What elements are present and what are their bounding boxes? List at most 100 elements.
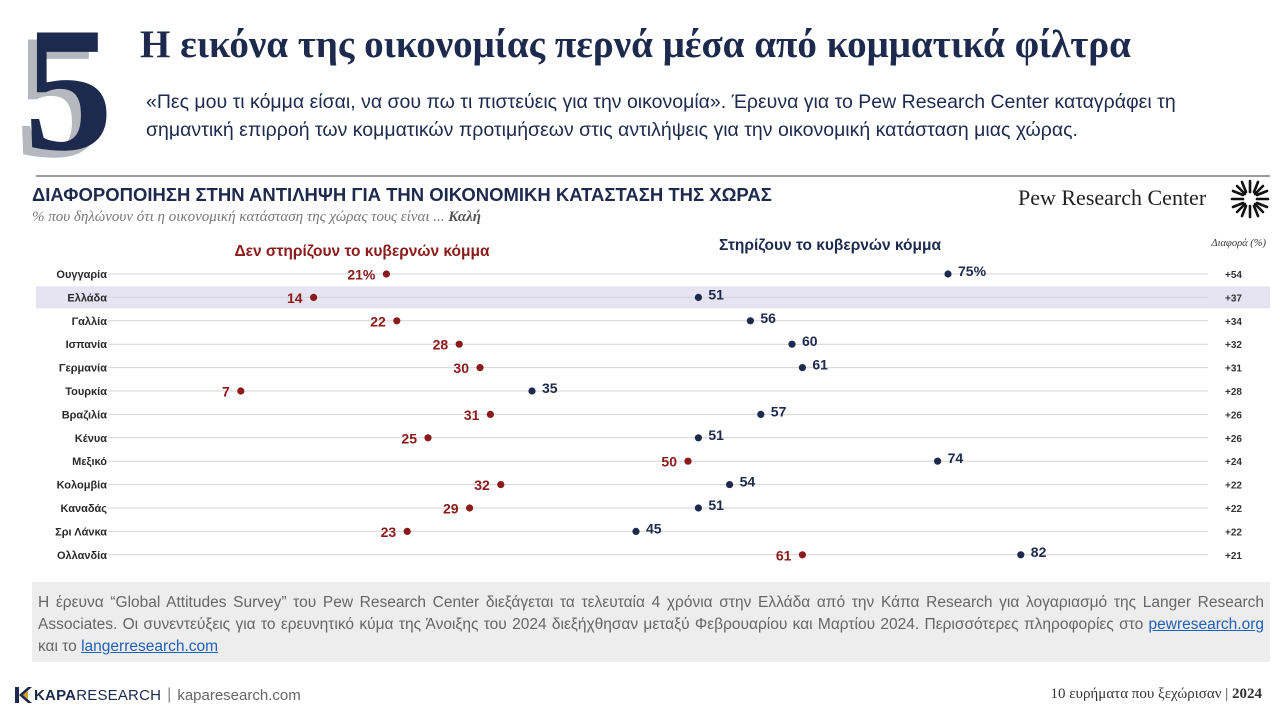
value-label-not-support: 30 bbox=[453, 360, 469, 376]
dot-not-support bbox=[455, 340, 463, 348]
chart-title: ΔΙΑΦΟΡΟΠΟΙΗΣΗ ΣΤΗΝ ΑΝΤΙΛΗΨΗ ΓΙΑ ΤΗΝ ΟΙΚΟ… bbox=[32, 184, 772, 205]
value-label-not-support: 21% bbox=[347, 267, 376, 283]
dot-support bbox=[934, 457, 942, 465]
footer-year: 2024 bbox=[1232, 686, 1262, 702]
category-label: Σρι Λάνκα bbox=[55, 526, 107, 538]
legend-not-support: Δεν στηρίζουν το κυβερνών κόμμα bbox=[234, 243, 490, 260]
footnote-text: Η έρευνα “Global Attitudes Survey” του P… bbox=[38, 594, 1264, 633]
dot-not-support bbox=[382, 270, 390, 278]
value-label-not-support: 28 bbox=[433, 337, 449, 353]
difference-label: +34 bbox=[1225, 317, 1242, 328]
difference-label: +26 bbox=[1225, 410, 1242, 421]
dot-not-support bbox=[476, 364, 484, 372]
difference-label: +24 bbox=[1225, 457, 1242, 468]
chart-subtitle-prefix: % που δηλώνουν ότι η οικονομική κατάστασ… bbox=[32, 209, 445, 225]
dot-not-support bbox=[393, 317, 401, 325]
diff-column-header: Διαφορά (%) bbox=[1210, 238, 1266, 249]
dot-not-support bbox=[237, 387, 245, 395]
difference-label: +22 bbox=[1225, 481, 1242, 492]
value-label-support: 82 bbox=[1031, 544, 1047, 560]
kapa-url[interactable]: kaparesearch.com bbox=[177, 686, 301, 704]
footnote-connector: και το bbox=[38, 638, 77, 655]
dot-not-support bbox=[403, 527, 411, 535]
value-label-support: 51 bbox=[708, 286, 724, 302]
dot-support bbox=[944, 270, 952, 278]
category-label: Μεξικό bbox=[72, 456, 107, 468]
dot-support bbox=[726, 481, 734, 489]
difference-label: +37 bbox=[1225, 293, 1242, 304]
dot-support bbox=[798, 364, 807, 372]
value-label-support: 56 bbox=[760, 310, 776, 326]
page-title: Η εικόνα της οικονομίας περνά μέσα από κ… bbox=[140, 23, 1131, 66]
kapa-logo: KAPARESEARCH | kaparesearch.com bbox=[14, 684, 301, 706]
value-label-support: 61 bbox=[812, 357, 828, 373]
dot-support bbox=[528, 387, 536, 395]
kapa-brand-rest: RESEARCH bbox=[76, 686, 162, 704]
category-label: Ελλάδα bbox=[67, 292, 107, 304]
kapa-brand-bold: KAPA bbox=[34, 686, 77, 704]
value-label-not-support: 25 bbox=[401, 430, 417, 446]
category-label: Τουρκία bbox=[65, 386, 107, 398]
category-label: Ισπανία bbox=[66, 339, 108, 351]
category-label: Βραζιλία bbox=[62, 409, 108, 421]
dot-plot-chart: Δεν στηρίζουν το κυβερνών κόμμα Στηρίζουν… bbox=[36, 237, 1270, 563]
value-label-not-support: 14 bbox=[287, 290, 303, 306]
dot-not-support bbox=[684, 457, 692, 465]
divider bbox=[36, 175, 1270, 177]
legend-support: Στηρίζουν το κυβερνών κόμμα bbox=[719, 237, 942, 254]
dot-support bbox=[1017, 551, 1025, 559]
footnote: Η έρευνα “Global Attitudes Survey” του P… bbox=[32, 582, 1270, 662]
category-label: Γερμανία bbox=[59, 363, 107, 375]
difference-label: +31 bbox=[1225, 364, 1242, 375]
category-label: Ολλανδία bbox=[57, 550, 107, 562]
dot-support bbox=[694, 293, 703, 301]
dot-not-support bbox=[497, 481, 505, 489]
value-label-support: 75% bbox=[958, 263, 987, 279]
dot-not-support bbox=[466, 504, 474, 512]
category-label: Ουγγαρία bbox=[56, 269, 107, 281]
value-label-not-support: 32 bbox=[474, 477, 490, 493]
chart-subtitle-emphasis: Καλή bbox=[448, 209, 482, 225]
pew-logo-text: Pew Research Center bbox=[1018, 185, 1207, 210]
footer-series-text: 10 ευρήματα που ξεχώρισαν | bbox=[1050, 686, 1229, 702]
difference-label: +54 bbox=[1225, 270, 1242, 281]
value-label-not-support: 29 bbox=[443, 501, 459, 517]
value-label-not-support: 22 bbox=[370, 313, 386, 329]
dot-support bbox=[694, 434, 703, 442]
value-label-not-support: 7 bbox=[222, 384, 230, 400]
kapa-brand: KAPARESEARCH bbox=[34, 687, 161, 704]
value-label-support: 54 bbox=[740, 474, 756, 490]
category-label: Γαλλία bbox=[72, 316, 108, 328]
dot-not-support bbox=[798, 551, 807, 559]
value-label-not-support: 50 bbox=[661, 454, 677, 470]
chart-subtitle: % που δηλώνουν ότι η οικονομική κατάστασ… bbox=[32, 209, 481, 226]
footer-separator: | bbox=[167, 686, 172, 703]
dot-not-support bbox=[486, 410, 494, 418]
value-label-support: 74 bbox=[948, 450, 964, 466]
dot-support bbox=[694, 504, 703, 512]
value-label-not-support: 31 bbox=[464, 407, 480, 423]
difference-label: +28 bbox=[1225, 387, 1242, 398]
value-label-support: 51 bbox=[708, 427, 724, 443]
difference-label: +22 bbox=[1225, 527, 1242, 538]
value-label-support: 35 bbox=[542, 380, 558, 396]
difference-label: +22 bbox=[1225, 504, 1242, 515]
section-number: 5 bbox=[24, 0, 113, 188]
value-label-not-support: 23 bbox=[381, 524, 397, 540]
category-label: Κένυα bbox=[75, 433, 107, 445]
pewresearch-link[interactable]: pewresearch.org bbox=[1148, 616, 1264, 633]
difference-label: +32 bbox=[1225, 340, 1242, 351]
difference-label: +26 bbox=[1225, 434, 1242, 445]
value-label-support: 51 bbox=[708, 497, 724, 513]
dot-support bbox=[632, 527, 640, 535]
value-label-support: 45 bbox=[646, 520, 662, 536]
dot-support bbox=[788, 340, 796, 348]
dot-not-support bbox=[424, 434, 432, 442]
footer-series-label: 10 ευρήματα που ξεχώρισαν | 2024 bbox=[1050, 686, 1262, 703]
langerresearch-link[interactable]: langerresearch.com bbox=[81, 638, 219, 655]
value-label-support: 57 bbox=[771, 403, 787, 419]
pew-logo-icon bbox=[1230, 179, 1270, 219]
dot-not-support bbox=[310, 293, 318, 301]
page-subtitle: «Πες μου τι κόμμα είσαι, να σου πω τι πι… bbox=[146, 91, 1176, 141]
kapa-k-icon bbox=[15, 687, 32, 703]
